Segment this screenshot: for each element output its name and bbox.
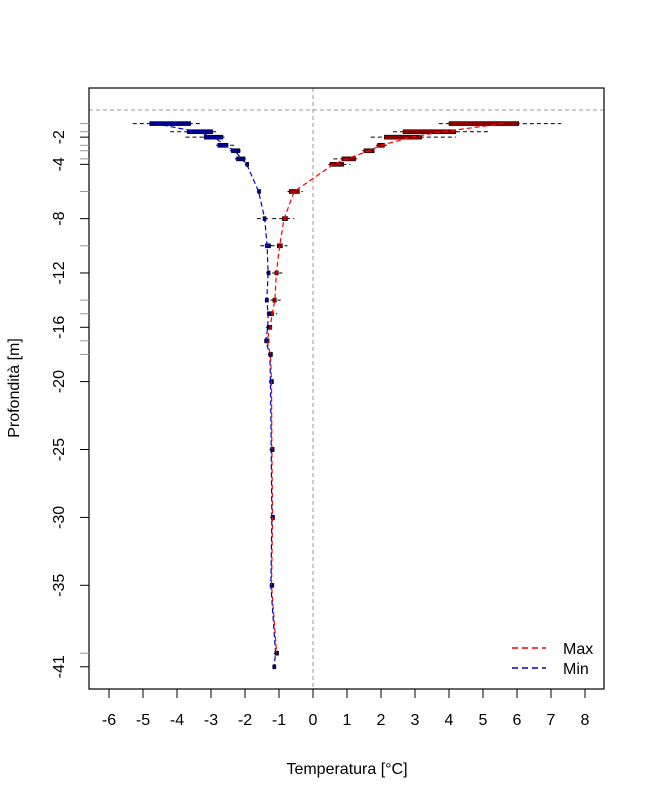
x-tick-label: 1: [343, 712, 352, 729]
max-series-line: [266, 122, 504, 654]
min-box: [267, 311, 271, 317]
x-tick-label: 8: [581, 712, 590, 729]
min-box: [231, 148, 241, 154]
y-axis: -2 -4 -8 -12 -16 -20 -25 -30 -35 -41: [51, 123, 89, 678]
y-tick-label: -35: [51, 574, 68, 597]
min-box: [149, 121, 191, 126]
y-tick-label: -20: [51, 370, 68, 393]
legend-label-max: Max: [563, 641, 593, 658]
y-tick-label: -12: [51, 261, 68, 284]
x-axis-label: Temperatura [°C]: [286, 761, 407, 778]
x-tick-label: 6: [513, 712, 522, 729]
x-tick-label: 7: [547, 712, 556, 729]
reference-lines: [89, 88, 604, 689]
min-box: [186, 129, 213, 135]
x-tick-label: -3: [204, 712, 218, 729]
y-axis-label: Profondità [m]: [6, 338, 23, 438]
x-axis: -6 -5 -4 -3 -2 -1 0 1 2 3 4 5 6 7 8: [102, 689, 590, 729]
boxplots: [132, 121, 562, 670]
max-box: [288, 189, 300, 194]
legend: Max Min: [512, 641, 593, 678]
x-tick-label: -1: [272, 712, 286, 729]
x-tick-label: -2: [238, 712, 252, 729]
x-tick-label: -5: [136, 712, 150, 729]
x-tick-label: -4: [170, 712, 184, 729]
x-tick-label: 4: [445, 712, 454, 729]
x-tick-label: 2: [377, 712, 386, 729]
plot-frame: [88, 87, 605, 690]
mean-lines: [154, 122, 504, 667]
x-tick-label: 3: [411, 712, 420, 729]
max-box: [341, 156, 356, 162]
min-box: [236, 156, 246, 162]
legend-label-min: Min: [563, 661, 589, 678]
min-box: [217, 143, 229, 148]
x-tick-label: 0: [309, 712, 318, 729]
max-box: [448, 121, 519, 126]
max-box: [402, 129, 457, 135]
min-box: [265, 243, 271, 249]
max-box: [384, 134, 423, 140]
x-tick-label: -6: [102, 712, 116, 729]
min-series-line: [154, 122, 277, 667]
y-tick-label: -41: [51, 655, 68, 678]
min-box: [257, 189, 261, 194]
y-tick-label: -25: [51, 438, 68, 461]
y-tick-label: -30: [51, 506, 68, 529]
x-tick-label: 5: [479, 712, 488, 729]
y-tick-label: -2: [51, 130, 68, 144]
y-tick-label: -4: [51, 157, 68, 171]
max-box: [272, 297, 277, 303]
y-tick-label: -8: [51, 211, 68, 225]
y-tick-label: -16: [51, 316, 68, 339]
